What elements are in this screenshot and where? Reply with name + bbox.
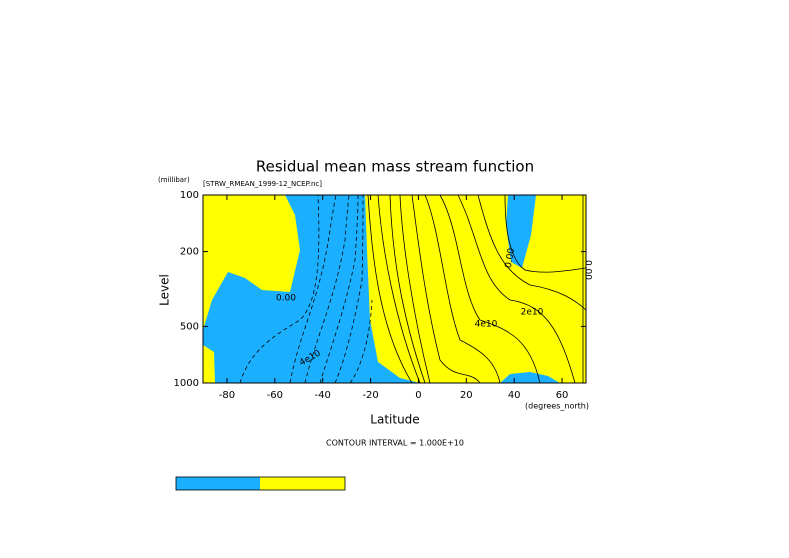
contour-line — [289, 194, 337, 384]
y-tick-label: 1000 — [174, 378, 199, 389]
colorbar-swatch — [260, 477, 345, 490]
x-tick-label: 20 — [460, 390, 473, 401]
contour-line — [239, 194, 320, 384]
contour-label: 2e10 — [521, 308, 544, 318]
y-tick-label: 500 — [180, 321, 199, 332]
contour-line — [457, 194, 576, 384]
contour-line — [411, 194, 481, 384]
x-tick-label: -60 — [267, 390, 283, 401]
colorbar-swatch — [176, 477, 260, 490]
contour-label: 0.00 — [276, 294, 296, 304]
negative-region — [203, 195, 420, 383]
contour-line — [367, 194, 413, 384]
x-unit-label: (degrees_north) — [525, 402, 589, 411]
contour-line — [504, 194, 587, 273]
contours — [239, 194, 587, 384]
negative-region — [506, 195, 536, 268]
y-axis-title: Level — [158, 274, 172, 306]
colorbar — [175, 476, 346, 491]
x-tick-label: 0 — [415, 390, 421, 401]
contour-line — [319, 194, 359, 384]
contour-label: 0.00 — [504, 247, 517, 269]
x-tick-label: -40 — [315, 390, 331, 401]
x-tick-label: 40 — [508, 390, 521, 401]
plot-frame — [202, 194, 587, 384]
contour-label: 4e10 — [475, 320, 498, 330]
chart-title: Residual mean mass stream function — [256, 158, 534, 176]
x-tick-label: -20 — [362, 390, 378, 401]
y-unit-label: (millibar) — [158, 176, 190, 184]
contour-line — [377, 194, 421, 384]
contour-line — [439, 194, 541, 384]
colorbar-frame — [175, 476, 346, 491]
contour-line — [477, 194, 587, 311]
x-tick-label: 60 — [556, 390, 569, 401]
x-tick-label: -80 — [219, 390, 235, 401]
x-axis-title: Latitude — [370, 413, 419, 427]
fill-regions — [203, 195, 586, 383]
subtitle: [STRW_RMEAN_1999-12_NCEP.nc] — [203, 180, 322, 188]
contour-line — [304, 194, 350, 384]
contour-line — [399, 194, 431, 384]
contour-line — [424, 194, 501, 384]
y-tick-label: 100 — [180, 190, 199, 201]
contour-line — [334, 194, 364, 384]
footnote: CONTOUR INTERVAL = 1.000E+10 — [326, 439, 464, 448]
y-tick-label: 200 — [180, 247, 199, 258]
contour-label: 0.00 — [583, 260, 593, 280]
contour-line — [389, 194, 426, 384]
negative-region — [500, 372, 560, 383]
